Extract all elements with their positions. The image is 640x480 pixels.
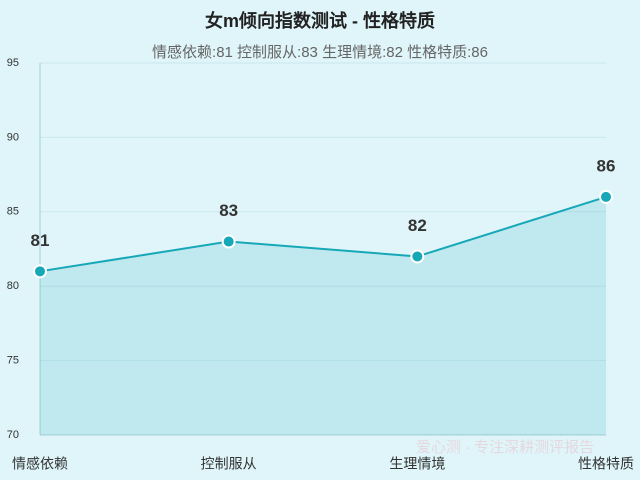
y-tick-label: 70 [7, 429, 19, 441]
value-label: 82 [408, 216, 427, 235]
chart-subtitle: 情感依赖:81 控制服从:83 生理情境:82 性格特质:86 [152, 43, 488, 61]
x-tick-label: 控制服从 [201, 456, 257, 472]
point [221, 234, 236, 249]
x-tick-label: 生理情境 [389, 456, 445, 472]
chart-title: 女m倾向指数测试 - 性格特质 [205, 10, 435, 31]
y-tick-label: 95 [7, 57, 19, 69]
point [599, 189, 613, 204]
x-tick-label: 性格特质 [578, 456, 634, 472]
y-tick-label: 90 [7, 131, 19, 143]
value-label: 86 [597, 156, 616, 175]
watermark: 爱心测 · 专注深耕测评报告 [416, 438, 594, 456]
value-label: 83 [219, 201, 238, 220]
point [33, 264, 47, 279]
line [39, 195, 607, 273]
value-label: 81 [31, 231, 50, 250]
y-tick-label: 85 [7, 206, 19, 218]
area [40, 196, 606, 435]
y-tick-label: 75 [7, 355, 19, 367]
point [410, 249, 425, 264]
y-tick-label: 80 [7, 280, 19, 292]
x-tick-label: 情感依赖 [12, 456, 68, 472]
